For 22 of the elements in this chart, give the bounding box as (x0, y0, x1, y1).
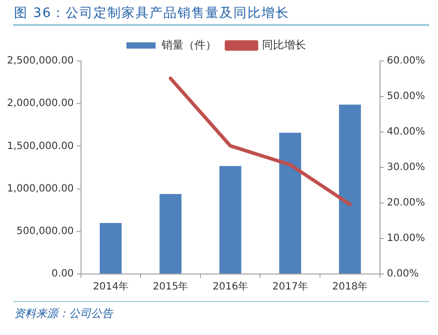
y-tick-label: 500,000.00 (16, 226, 74, 237)
y-tick-label: 1,500,000.00 (7, 140, 74, 152)
x-tick-label: 2017年 (272, 280, 308, 293)
y2-tick-label: 30.00% (386, 162, 426, 174)
x-tick-label: 2016年 (212, 280, 248, 293)
text: 资料来源：公司公告 (14, 306, 113, 321)
legend-label: 销量（件） (160, 38, 216, 52)
y2-tick-label: 50.00% (386, 91, 426, 102)
y-tick-label: 1,000,000.00 (7, 183, 74, 194)
x-tick-label: 2018年 (332, 280, 368, 293)
y2-tick-label: 10.00% (386, 233, 426, 244)
y-tick-label: 0.00 (52, 268, 74, 280)
y2-tick-label: 40.00% (386, 126, 426, 138)
legend-label: 同比增长 (262, 38, 306, 52)
y-tick-label: 2,500,000.00 (7, 56, 74, 67)
y2-tick-label: 60.00% (386, 56, 426, 67)
chart-title: 图 36：公司定制家具产品销售量及同比增长 (14, 5, 290, 22)
x-tick-label: 2015年 (152, 280, 188, 293)
y2-tick-label: 0.00% (386, 268, 419, 280)
x-tick-label: 2014年 (92, 280, 128, 293)
y-tick-label: 2,000,000.00 (7, 98, 74, 110)
y2-tick-label: 20.00% (386, 198, 426, 209)
